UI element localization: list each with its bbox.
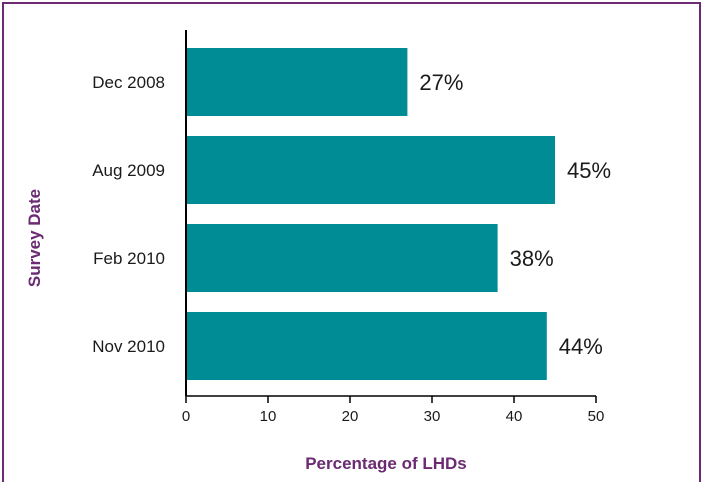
x-axis-title: Percentage of LHDs — [305, 454, 467, 473]
data-label-1: 45% — [567, 158, 611, 183]
bar-2 — [186, 224, 498, 292]
data-labels: 27% 45% 38% 44% — [419, 70, 611, 359]
category-label-1: Aug 2009 — [92, 161, 165, 180]
bar-3 — [186, 312, 547, 380]
x-axis-ticks: 0 10 20 30 40 50 — [182, 396, 605, 425]
category-label-0: Dec 2008 — [92, 73, 165, 92]
data-label-0: 27% — [419, 70, 463, 95]
y-axis-title: Survey Date — [25, 189, 44, 287]
x-tick-label-4: 40 — [506, 408, 523, 425]
data-label-2: 38% — [510, 246, 554, 271]
x-tick-label-2: 20 — [342, 408, 359, 425]
category-labels: Dec 2008 Aug 2009 Feb 2010 Nov 2010 — [92, 73, 165, 356]
category-label-2: Feb 2010 — [93, 249, 165, 268]
x-tick-label-1: 10 — [260, 408, 277, 425]
x-tick-label-5: 50 — [588, 408, 605, 425]
bar-0 — [186, 48, 408, 116]
data-label-3: 44% — [559, 334, 603, 359]
bar-1 — [186, 136, 555, 204]
x-tick-label-3: 30 — [424, 408, 441, 425]
category-label-3: Nov 2010 — [92, 337, 165, 356]
bars-layer — [186, 48, 555, 380]
x-tick-label-0: 0 — [182, 408, 190, 425]
